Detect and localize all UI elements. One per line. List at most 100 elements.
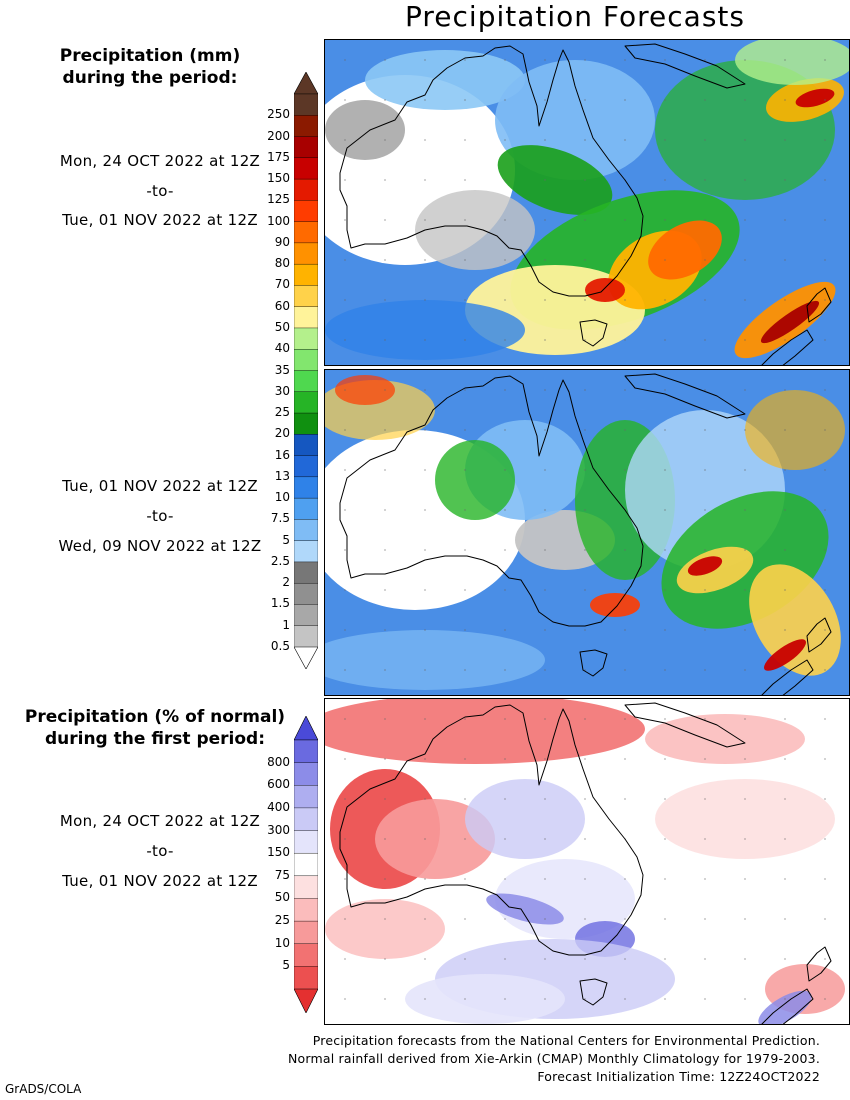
precip-map-period2 xyxy=(325,370,849,695)
map2-grid-dot xyxy=(704,429,706,431)
map3-grid-dot xyxy=(704,758,706,760)
map2-grid-dot xyxy=(704,629,706,631)
map1-grid-dot xyxy=(664,219,666,221)
map1-grid-dot xyxy=(504,179,506,181)
map1-grid-dot xyxy=(584,219,586,221)
mm-legend-heading-line1: Precipitation (mm) xyxy=(59,46,241,66)
mm-tick-label: 2.5 xyxy=(270,553,290,568)
map2-grid-dot xyxy=(664,669,666,671)
precip-map-period1 xyxy=(325,40,849,365)
map3-grid-dot xyxy=(784,838,786,840)
mm-swatch xyxy=(293,327,319,350)
map3-grid-dot xyxy=(744,798,746,800)
map3-grid-dot xyxy=(744,998,746,1000)
pct-tick-label: 50 xyxy=(274,890,290,905)
map3-grid-dot xyxy=(544,758,546,760)
map3-field xyxy=(645,714,805,764)
map2-grid-dot xyxy=(544,589,546,591)
map3-new-guinea-coastline xyxy=(624,702,746,748)
map1-grid-dot xyxy=(464,59,466,61)
footer-line1: Precipitation forecasts from the Nationa… xyxy=(312,1033,820,1048)
period2-start: Tue, 01 NOV 2022 at 12Z xyxy=(62,477,258,495)
mm-swatch xyxy=(293,136,319,159)
pct-legend-heading: Precipitation (% of normal) during the f… xyxy=(5,706,305,750)
map1-grid-dot xyxy=(664,139,666,141)
map2-grid-dot xyxy=(584,549,586,551)
map2-grid-dot xyxy=(384,509,386,511)
map1-grid-dot xyxy=(624,299,626,301)
mm-swatch xyxy=(293,434,319,457)
map3-grid-dot xyxy=(584,838,586,840)
map3-grid-dot xyxy=(624,958,626,960)
map3-grid-dot xyxy=(624,998,626,1000)
map1-grid-dot xyxy=(384,219,386,221)
map1-grid-dot xyxy=(344,59,346,61)
mm-swatch xyxy=(293,519,319,542)
map1-grid-dot xyxy=(824,339,826,341)
map3-grid-dot xyxy=(584,958,586,960)
map1-grid-dot xyxy=(544,259,546,261)
map3-grid-dot xyxy=(344,718,346,720)
map1-grid-dot xyxy=(464,259,466,261)
map2-grid-dot xyxy=(784,629,786,631)
map3-grid-dot xyxy=(344,798,346,800)
map3-grid-dot xyxy=(624,798,626,800)
map1-grid-dot xyxy=(504,219,506,221)
mm-legend-heading-line2: during the period: xyxy=(62,68,238,88)
map1-grid-dot xyxy=(424,179,426,181)
map3-field xyxy=(465,779,585,859)
map1-grid-dot xyxy=(624,259,626,261)
map2-grid-dot xyxy=(744,389,746,391)
map1-grid-dot xyxy=(384,59,386,61)
map1-field xyxy=(325,100,405,160)
mm-tick-label: 175 xyxy=(267,149,290,164)
map2-grid-dot xyxy=(584,509,586,511)
pct-swatch xyxy=(293,830,319,854)
map3-grid-dot xyxy=(744,918,746,920)
map2-grid-dot xyxy=(384,549,386,551)
footer-line2: Normal rainfall derived from Xie-Arkin (… xyxy=(287,1051,820,1066)
map2-grid-dot xyxy=(464,549,466,551)
map3-grid-dot xyxy=(784,718,786,720)
map2-grid-dot xyxy=(424,669,426,671)
map2-grid-dot xyxy=(624,389,626,391)
map1-grid-dot xyxy=(624,139,626,141)
map2-grid-dot xyxy=(744,469,746,471)
mm-colorbar-graphic xyxy=(293,71,319,670)
map1-field xyxy=(585,278,625,302)
map1-grid-dot xyxy=(784,259,786,261)
map2-grid-dot xyxy=(344,549,346,551)
mm-swatch xyxy=(293,242,319,265)
map2-grid-dot xyxy=(464,429,466,431)
map1-grid-dot xyxy=(664,339,666,341)
map2-grid-dot xyxy=(744,669,746,671)
pct-tick-label: 800 xyxy=(267,754,290,769)
map2-grid-dot xyxy=(504,429,506,431)
map2-grid-dot xyxy=(744,629,746,631)
map2-grid-dot xyxy=(624,589,626,591)
map-panel-percent-normal xyxy=(324,698,850,1025)
period1-to: -to- xyxy=(146,182,174,200)
map2-grid-dot xyxy=(824,469,826,471)
mm-tick-label: 1 xyxy=(282,617,290,632)
map3-grid-dot xyxy=(464,718,466,720)
map1-grid-dot xyxy=(504,339,506,341)
map1-grid-dot xyxy=(704,339,706,341)
map2-field xyxy=(676,546,754,594)
map3-grid-dot xyxy=(824,758,826,760)
map3-grid-dot xyxy=(824,878,826,880)
map3-field xyxy=(405,974,565,1024)
map1-grid-dot xyxy=(664,59,666,61)
pct-swatch xyxy=(293,898,319,922)
mm-swatch xyxy=(293,391,319,414)
map1-grid-dot xyxy=(424,339,426,341)
map1-grid-dot xyxy=(664,179,666,181)
map1-field xyxy=(325,300,525,360)
map3-grid-dot xyxy=(424,798,426,800)
map1-field xyxy=(648,220,722,280)
pct-colorbar xyxy=(293,715,319,1014)
map2-grid-dot xyxy=(584,469,586,471)
period3-to: -to- xyxy=(146,842,174,860)
period2-to: -to- xyxy=(146,507,174,525)
map1-grid-dot xyxy=(784,299,786,301)
